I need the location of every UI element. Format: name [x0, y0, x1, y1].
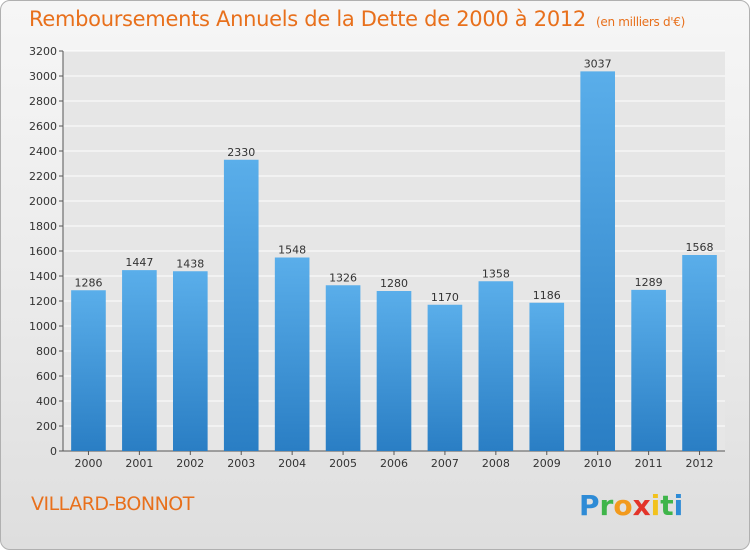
bar-2007 — [427, 304, 463, 451]
y-tick-label: 1000 — [29, 320, 57, 333]
data-label-2004: 1548 — [278, 244, 306, 257]
bar-2000 — [71, 290, 106, 451]
y-tick-label: 3200 — [29, 45, 57, 58]
bar-2009 — [529, 302, 565, 451]
data-label-2007: 1170 — [431, 291, 459, 304]
x-tick-label-2001: 2001 — [125, 457, 153, 470]
y-tick-label: 400 — [36, 395, 57, 408]
y-tick-label: 3000 — [29, 70, 57, 83]
bar-2003 — [223, 159, 259, 451]
x-tick-label-2010: 2010 — [584, 457, 612, 470]
x-tick-label-2007: 2007 — [431, 457, 459, 470]
bar-2001 — [122, 270, 157, 451]
y-tick-label: 2600 — [29, 120, 57, 133]
x-tick-label-2000: 2000 — [74, 457, 102, 470]
x-tick-label-2008: 2008 — [482, 457, 510, 470]
chart-unit: (en milliers d'€) — [596, 15, 686, 29]
y-tick-label: 600 — [36, 370, 57, 383]
bar-2005 — [325, 285, 361, 451]
bar-2002 — [172, 271, 208, 451]
x-tick-label-2004: 2004 — [278, 457, 306, 470]
bar-2004 — [274, 257, 310, 451]
bar-2011 — [631, 289, 666, 451]
y-tick-label: 0 — [50, 445, 57, 458]
chart-title-text: Remboursements Annuels de la Dette de 20… — [29, 7, 586, 31]
y-tick-label: 2400 — [29, 145, 57, 158]
y-tick-label: 2200 — [29, 170, 57, 183]
bar-2008 — [478, 281, 514, 451]
y-tick-label: 2800 — [29, 95, 57, 108]
y-tick-label: 1400 — [29, 270, 57, 283]
bar-2010 — [580, 71, 616, 451]
x-tick-label-2011: 2011 — [635, 457, 663, 470]
proxiti-logo: Proxiti — [579, 489, 684, 522]
data-label-2009: 1186 — [533, 289, 561, 302]
y-tick-label: 200 — [36, 420, 57, 433]
y-tick-label: 1200 — [29, 295, 57, 308]
data-label-2010: 3037 — [584, 57, 612, 70]
bar-2012 — [682, 255, 717, 451]
data-label-2012: 1568 — [686, 241, 714, 254]
data-label-2000: 1286 — [74, 276, 102, 289]
y-tick-label: 1800 — [29, 220, 57, 233]
chart-title: Remboursements Annuels de la Dette de 20… — [29, 7, 685, 31]
y-tick-label: 2000 — [29, 195, 57, 208]
bar-2006 — [376, 291, 412, 451]
x-tick-label-2005: 2005 — [329, 457, 357, 470]
data-label-2003: 2330 — [227, 146, 255, 159]
x-tick-label-2012: 2012 — [686, 457, 714, 470]
x-tick-label-2002: 2002 — [176, 457, 204, 470]
data-label-2011: 1289 — [635, 276, 663, 289]
city-name: VILLARD-BONNOT — [31, 493, 194, 515]
data-label-2002: 1438 — [176, 257, 204, 270]
x-tick-label-2003: 2003 — [227, 457, 255, 470]
x-tick-label-2009: 2009 — [533, 457, 561, 470]
data-label-2005: 1326 — [329, 271, 357, 284]
y-tick-label: 1600 — [29, 245, 57, 258]
data-label-2008: 1358 — [482, 267, 510, 280]
x-tick-label-2006: 2006 — [380, 457, 408, 470]
y-tick-label: 800 — [36, 345, 57, 358]
data-label-2001: 1447 — [125, 256, 153, 269]
data-label-2006: 1280 — [380, 277, 408, 290]
